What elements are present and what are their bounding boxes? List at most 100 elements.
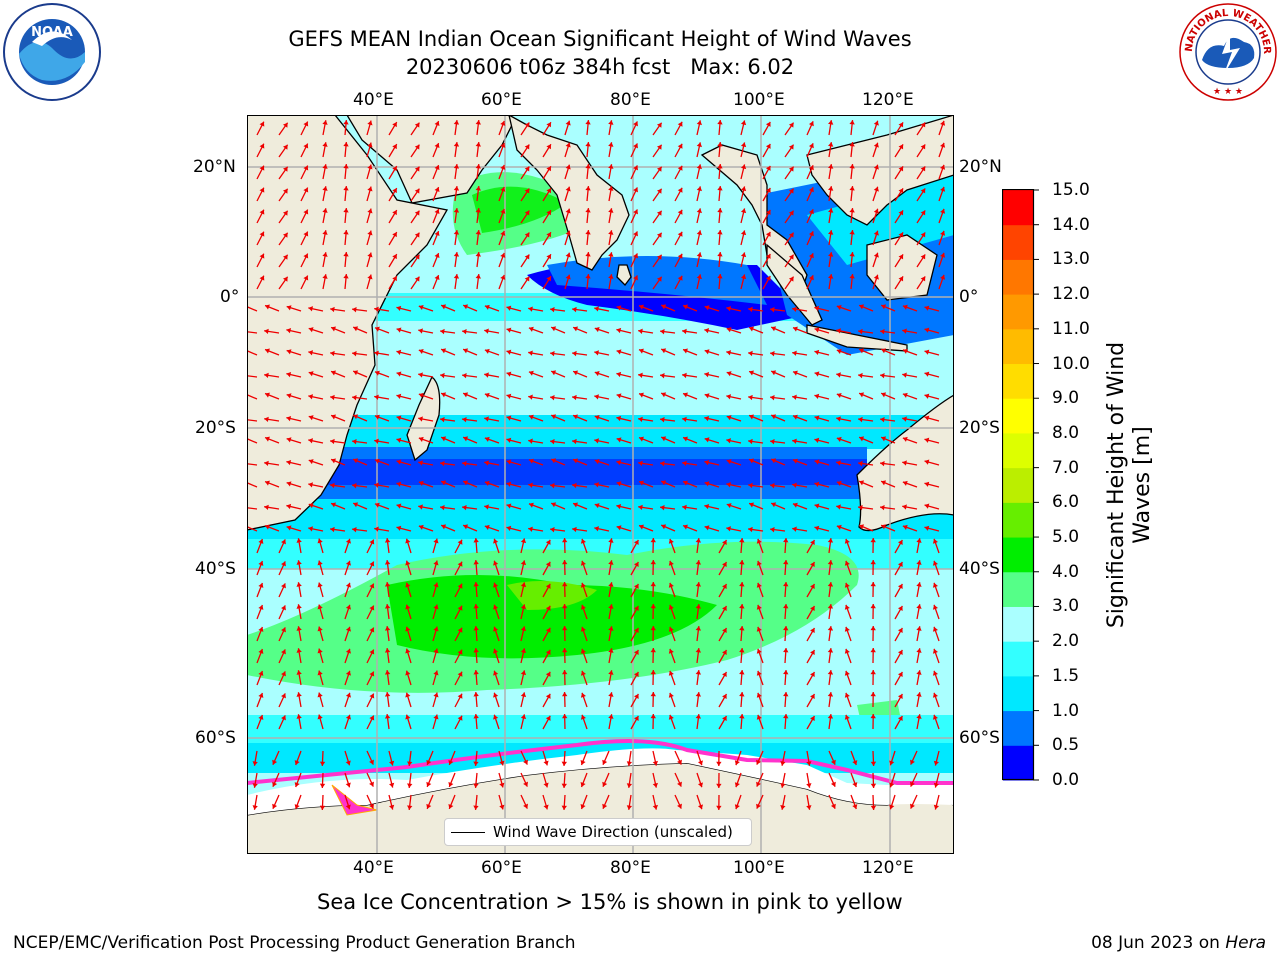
wind-arrow-head [656,144,662,150]
wind-arrow-head [369,715,375,721]
wind-arrow-head [303,231,309,237]
wind-arrow-head [407,805,413,810]
wind-arrow-head [748,526,753,533]
wind-arrow-head [405,560,411,566]
wind-arrow-head [633,561,639,567]
wind-arrow-head [475,120,481,125]
wind-arrow-head [296,648,302,653]
lon-tick-bottom-100e: 100°E [733,858,785,878]
wind-arrow-head [374,458,380,464]
wind-arrow-head [924,503,930,509]
legend-line-sample [451,832,485,833]
wind-arrow-head [374,482,379,488]
wind-arrow-head [897,605,903,611]
wind-arrow-head [545,583,551,589]
wind-arrow-head [345,560,351,566]
wind-arrow-head [870,604,876,609]
wind-arrow-head [638,460,643,467]
wind-arrow-head [259,187,265,193]
wind-arrow-head [562,692,568,697]
colorbar-tick-label: 12.0 [1052,284,1090,305]
wind-arrow-head [661,436,667,442]
wind-arrow-head [396,503,402,509]
wind-arrow-head [660,417,665,423]
wind-arrow-head [940,252,946,258]
wind-arrow-head [414,276,420,282]
wind-arrow-head [771,414,777,420]
colorbar-segment [1003,675,1033,712]
wind-arrow-head [551,414,557,420]
wind-arrow-head [870,783,877,788]
lat-tick-left-20n: 20°N [193,157,236,177]
lat-tick-left-60s: 60°S [195,728,236,748]
wind-arrow-head [932,648,938,654]
wind-arrow-head [343,120,349,125]
wind-arrow-head [608,538,614,543]
wind-arrow-head [898,188,904,194]
wind-arrow-head [500,142,506,148]
colorbar-segment [1003,432,1033,469]
wind-arrow-head [633,715,639,721]
wind-arrow-head [726,306,732,312]
wind-arrow-head [668,692,674,698]
wind-arrow-head [272,759,278,765]
wind-arrow-head [924,525,930,531]
wind-arrow-head [405,626,411,632]
wind-arrow-head [650,692,656,697]
wind-arrow-head [717,120,723,125]
wind-arrow-head [308,327,314,333]
wind-arrow-head [303,165,309,171]
wind-arrow-head [457,627,463,633]
wind-arrow-head [594,438,599,444]
wind-arrow-head [330,350,335,357]
wind-arrow-head [704,372,710,378]
wind-arrow-head [608,274,614,279]
wind-arrow-head [367,120,373,126]
wind-arrow-head [897,539,903,545]
wind-arrow-head [426,759,432,765]
wind-arrow-head [562,582,568,587]
wind-arrow-head [392,144,397,150]
wind-arrow-head [696,120,702,126]
wind-arrow-head [633,671,639,677]
wind-arrow-head [585,142,591,147]
wind-arrow-head [726,394,732,400]
wind-arrow-head [369,693,375,699]
wind-arrow-head [858,504,863,511]
wind-arrow-head [392,254,397,260]
wind-arrow-head [294,782,300,788]
wind-arrow-head [500,252,506,258]
wind-arrow-head [924,481,930,487]
wind-arrow-head [367,274,373,280]
wind-arrow-head [810,584,815,589]
wind-arrow-head [352,395,357,401]
wind-arrow-head [282,188,288,194]
wind-arrow-head [580,804,586,809]
wind-arrow-head [902,504,907,510]
wind-arrow-head [585,208,591,213]
wind-arrow-head [562,648,568,653]
wind-arrow-head [418,392,424,398]
wind-arrow-head [524,232,530,238]
wind-arrow-head [780,783,786,788]
wind-arrow-head [506,371,512,377]
wind-arrow-head [765,187,771,193]
wind-arrow-head [924,415,930,421]
wind-arrow-head [484,372,489,378]
wind-arrow-head [902,524,908,530]
wind-arrow-head [367,186,373,192]
wind-arrow-head [836,504,841,510]
wind-arrow-head [396,437,402,443]
wind-arrow-head [916,538,922,543]
wind-arrow-head [859,304,865,310]
wind-arrow-head [656,122,662,128]
wind-arrow-head [565,274,571,280]
wind-arrow-head [650,582,656,587]
wind-arrow-head [650,626,656,631]
wind-arrow-head [792,526,797,532]
wind-arrow-head [814,481,820,487]
wind-arrow-head [739,714,745,719]
wind-arrow-head [484,304,490,310]
wind-arrow-head [396,371,402,377]
wind-arrow-head [771,458,777,464]
